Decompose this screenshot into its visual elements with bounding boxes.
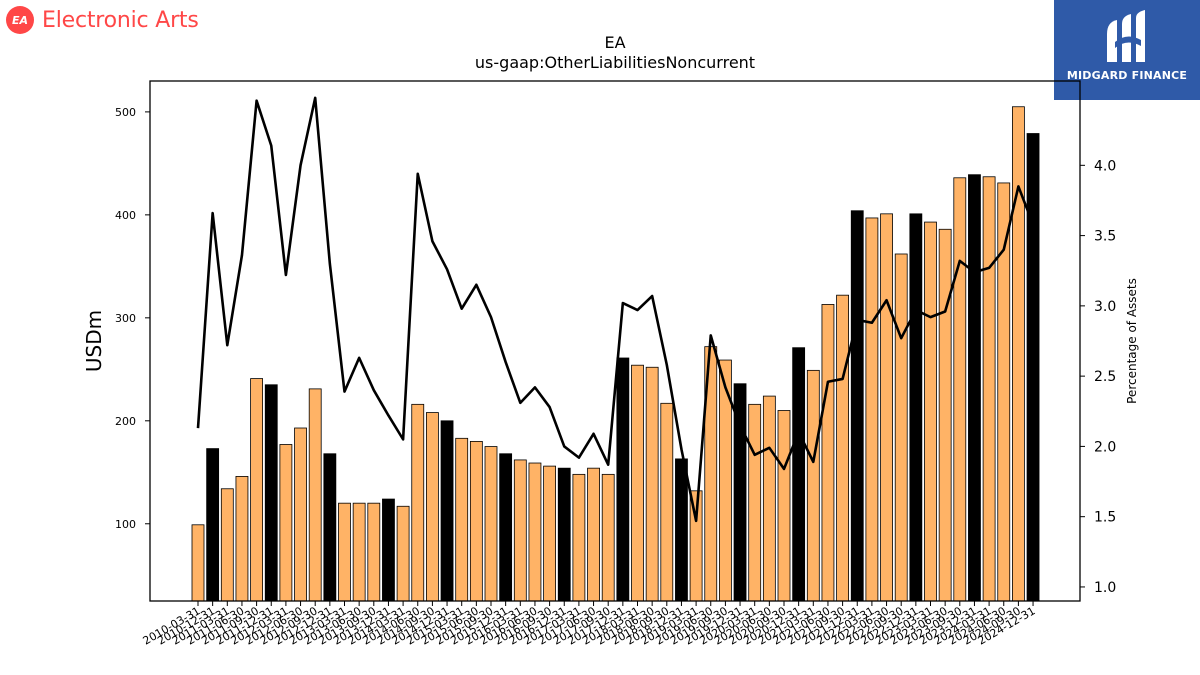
bar-2012-06-30 — [294, 427, 307, 602]
bar-2018-06-30 — [645, 366, 659, 602]
y2-axis-label: Percentage of Assets — [1125, 278, 1139, 404]
midgard-mark-icon — [1107, 10, 1145, 62]
bar-2011-09-30 — [250, 378, 264, 602]
bar-2017-06-30 — [587, 467, 600, 602]
bar-2022-12-31 — [909, 213, 923, 602]
bar-2010-12-31 — [206, 448, 220, 602]
bar-2012-12-31 — [323, 453, 337, 602]
bar-2016-12-31 — [557, 467, 571, 602]
bar-2021-06-30 — [821, 304, 835, 602]
x-axis: 2010-03-312010-12-312011-03-312011-06-30… — [141, 601, 1038, 648]
y-axis-right: 1.0 1.5 2.0 2.5 3.0 3.5 4.0 — [1080, 158, 1116, 596]
bar-2022-03-31 — [865, 217, 879, 602]
bar-2020-03-31 — [748, 403, 762, 602]
ea-logo: EA Electronic Arts — [6, 6, 199, 34]
bar-2014-03-31 — [396, 505, 410, 602]
chart-subtitle: us-gaap:OtherLiabilitiesNoncurrent — [475, 53, 755, 72]
bar-2021-12-31 — [850, 210, 864, 602]
bar-2013-03-31 — [338, 502, 351, 602]
bar-2023-09-30 — [953, 177, 967, 602]
bar-2018-09-30 — [660, 402, 674, 602]
bar-2015-03-31 — [455, 437, 469, 602]
y-tick-label: 300 — [115, 312, 136, 325]
bar-2015-09-30 — [484, 446, 498, 602]
y-axis-left: 100 200 300 400 500 — [115, 106, 150, 531]
bar-2011-06-30 — [235, 476, 249, 602]
midgard-finance-name: MIDGARD FINANCE — [1066, 69, 1188, 82]
y-tick-label: 200 — [115, 415, 136, 428]
bar-2011-03-31 — [220, 488, 234, 602]
bar-2020-09-30 — [777, 410, 791, 602]
chart-title: EA — [604, 33, 625, 52]
bar-2016-06-30 — [528, 462, 542, 602]
bar-2015-12-31 — [499, 453, 513, 602]
bar-2024-03-31 — [982, 176, 996, 602]
bars-layer — [191, 106, 1040, 602]
bar-2015-06-30 — [469, 440, 483, 602]
y2-tick-label: 3.0 — [1094, 299, 1116, 315]
bar-2016-09-30 — [543, 465, 556, 602]
line-series-percentage-of-assets — [196, 96, 1035, 523]
bar-2013-06-30 — [352, 502, 366, 602]
bar-2016-03-31 — [513, 459, 527, 602]
midgard-finance-logo: MIDGARD FINANCE — [1054, 0, 1200, 100]
bar-2020-06-30 — [762, 395, 776, 602]
line-layer — [196, 96, 1035, 523]
bar-2024-12-31 — [1026, 133, 1040, 602]
bar-2022-09-30 — [894, 253, 908, 602]
bar-2018-03-31 — [631, 364, 644, 602]
y2-tick-label: 4.0 — [1094, 158, 1116, 174]
y-tick-label: 500 — [115, 106, 136, 119]
bar-2023-03-31 — [924, 221, 937, 602]
bar-2011-12-31 — [264, 384, 278, 602]
bar-2023-06-30 — [938, 228, 952, 602]
bar-2024-09-30 — [1012, 106, 1025, 602]
bar-2020-12-31 — [792, 347, 806, 602]
bar-2013-12-31 — [382, 498, 395, 602]
bar-2017-12-31 — [616, 357, 630, 602]
bar-2012-03-31 — [279, 444, 293, 602]
y-axis-label: USDm — [82, 310, 106, 372]
bar-2017-03-31 — [572, 473, 586, 602]
bar-2023-12-31 — [968, 174, 981, 602]
bar-2021-03-31 — [806, 369, 820, 602]
y2-tick-label: 3.5 — [1094, 229, 1116, 245]
bar-2017-09-30 — [601, 473, 615, 602]
bar-2014-06-30 — [411, 403, 425, 602]
y2-tick-label: 1.5 — [1094, 510, 1116, 526]
y2-tick-label: 2.0 — [1094, 439, 1116, 455]
y-tick-label: 400 — [115, 209, 136, 222]
plot-frame — [149, 80, 1081, 602]
y2-tick-label: 2.5 — [1094, 369, 1116, 385]
bar-2018-12-31 — [675, 458, 688, 602]
bar-2014-12-31 — [440, 420, 454, 602]
ea-badge-icon: EA — [6, 6, 34, 34]
bar-2012-09-30 — [308, 388, 322, 602]
y2-tick-label: 1.0 — [1094, 580, 1116, 596]
y-tick-label: 100 — [115, 518, 136, 531]
bar-2013-09-30 — [367, 502, 381, 602]
bar-2021-09-30 — [836, 294, 849, 602]
bar-2010-03-31 — [191, 524, 205, 602]
bar-2014-09-30 — [425, 412, 439, 602]
bar-2022-06-30 — [880, 213, 893, 602]
ea-brand-name: Electronic Arts — [42, 7, 199, 33]
